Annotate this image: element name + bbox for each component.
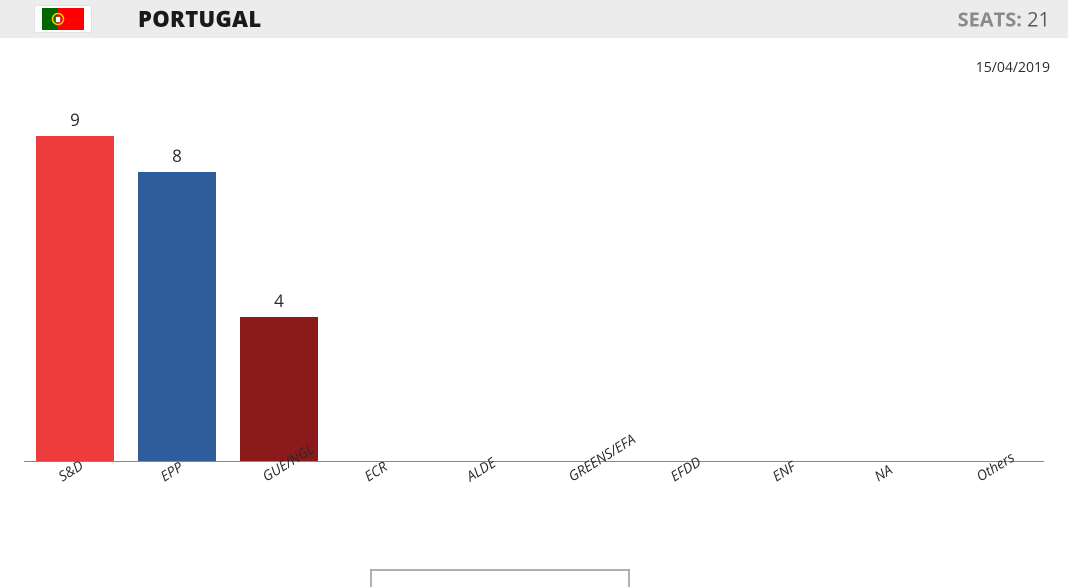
bar-slot: 4 xyxy=(228,100,330,462)
x-label: ECR xyxy=(361,458,391,487)
bar-value-label: 8 xyxy=(138,144,216,167)
flag-portugal-icon xyxy=(42,8,84,30)
plot-area: 984 xyxy=(24,100,1044,462)
bar-slot xyxy=(840,100,942,462)
bar: 8 xyxy=(138,172,216,462)
root: PORTUGAL SEATS: 21 15/04/2019 984 S&DEPP… xyxy=(0,0,1068,587)
bar-value-label: 4 xyxy=(240,289,318,312)
header-bar: PORTUGAL SEATS: 21 xyxy=(0,0,1068,38)
bar-slot xyxy=(330,100,432,462)
country-title: PORTUGAL xyxy=(138,4,261,34)
bar-value-label: 9 xyxy=(36,108,114,131)
bars-container: 984 xyxy=(24,100,1044,462)
bar-slot xyxy=(432,100,534,462)
country-flag xyxy=(34,5,92,33)
seats-value: 21 xyxy=(1027,6,1050,33)
bar-slot xyxy=(534,100,636,462)
toolbar-frame xyxy=(370,569,630,587)
bar-slot xyxy=(738,100,840,462)
seats-counter: SEATS: 21 xyxy=(958,6,1050,33)
x-label: ENF xyxy=(769,457,799,486)
bar-slot: 9 xyxy=(24,100,126,462)
x-labels-container: S&DEPPGUE/NGLECRALDEGREENS/EFAEFDDENFNAO… xyxy=(24,462,1044,517)
bar-slot xyxy=(636,100,738,462)
bar-slot: 8 xyxy=(126,100,228,462)
seats-bar-chart: 984 S&DEPPGUE/NGLECRALDEGREENS/EFAEFDDEN… xyxy=(24,100,1044,517)
seats-label: SEATS xyxy=(958,6,1017,33)
date-label: 15/04/2019 xyxy=(976,58,1050,77)
bar-slot xyxy=(942,100,1044,462)
x-label: EPP xyxy=(157,458,187,486)
bar: 9 xyxy=(36,136,114,462)
x-label: NA xyxy=(871,461,896,486)
